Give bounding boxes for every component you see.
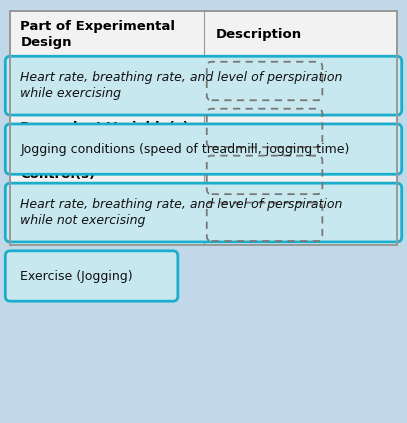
FancyBboxPatch shape — [10, 11, 397, 245]
Text: Heart rate, breathing rate, and level of perspiration
while exercising: Heart rate, breathing rate, and level of… — [20, 71, 343, 100]
FancyBboxPatch shape — [5, 124, 402, 174]
Text: Part of Experimental
Design: Part of Experimental Design — [20, 19, 175, 49]
Text: Heart rate, breathing rate, and level of perspiration
while not exercising: Heart rate, breathing rate, and level of… — [20, 198, 343, 227]
Text: Constant(s): Constant(s) — [20, 215, 107, 228]
Text: Independent Variable(s): Independent Variable(s) — [20, 74, 202, 88]
Text: Control(s): Control(s) — [20, 168, 96, 181]
Text: Dependent Variable(s): Dependent Variable(s) — [20, 121, 189, 135]
Text: Jogging conditions (speed of treadmill, jogging time): Jogging conditions (speed of treadmill, … — [20, 143, 350, 156]
FancyBboxPatch shape — [5, 56, 402, 115]
FancyBboxPatch shape — [5, 251, 178, 301]
FancyBboxPatch shape — [5, 183, 402, 242]
Text: Description: Description — [216, 27, 302, 41]
Text: Exercise (Jogging): Exercise (Jogging) — [20, 269, 133, 283]
